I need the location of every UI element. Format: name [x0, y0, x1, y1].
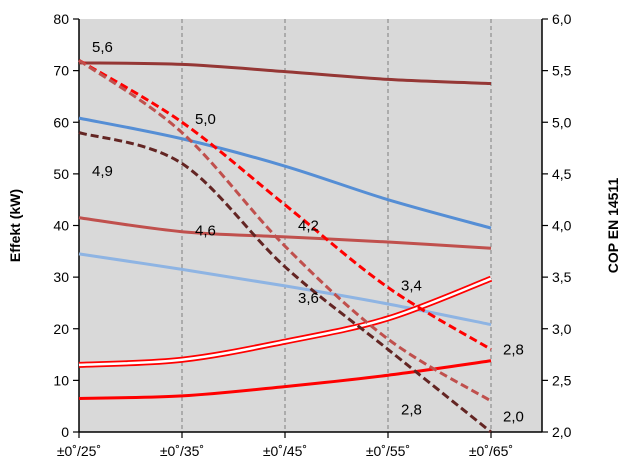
data-label: 5,0: [195, 111, 216, 128]
x-tick-label: ±0˚/25˚: [57, 443, 101, 459]
y2-axis-title: COP EN 14511: [605, 178, 621, 274]
x-tick-label: ±0˚/55˚: [366, 443, 410, 459]
x-tick-label: ±0˚/35˚: [160, 443, 204, 459]
series-line-1: [78, 116, 492, 230]
series-line-8: [78, 131, 492, 434]
y-tick-label: 60: [53, 114, 69, 130]
data-label: 3,6: [298, 290, 319, 307]
y2-tick-label: 2,5: [552, 372, 572, 388]
y-tick-label: 20: [53, 321, 69, 337]
y2-tick-label: 6,0: [552, 11, 572, 27]
y-tick-label: 50: [53, 166, 69, 182]
data-label: 2,8: [503, 341, 524, 358]
y2-tick-label: 5,0: [552, 114, 572, 130]
y-tick-label: 10: [53, 372, 69, 388]
series-line-7: [78, 59, 492, 403]
data-label: 2,0: [503, 409, 524, 426]
series-line-4-inner: [78, 277, 492, 367]
y-tick-label: 80: [53, 11, 69, 27]
y-tick-label: 30: [53, 269, 69, 285]
data-label: 3,4: [401, 277, 422, 294]
series-line-2: [78, 216, 492, 250]
data-label: 4,9: [92, 163, 113, 180]
series-line-0: [78, 61, 492, 86]
y-tick-label: 70: [53, 63, 69, 79]
data-label: 4,6: [195, 223, 216, 240]
y2-tick-label: 5,5: [552, 63, 572, 79]
y2-tick-label: 2,0: [552, 424, 572, 440]
y2-tick-label: 4,5: [552, 166, 572, 182]
y-tick-label: 0: [61, 424, 69, 440]
x-tick-label: ±0˚/65˚: [469, 443, 513, 459]
y2-tick-label: 3,0: [552, 321, 572, 337]
y-tick-label: 40: [53, 218, 69, 234]
y2-tick-label: 4,0: [552, 218, 572, 234]
y-axis-title: Effekt (kW): [7, 189, 23, 262]
data-label: 2,8: [401, 401, 422, 418]
series-line-5: [78, 359, 492, 400]
data-label: 4,2: [298, 218, 319, 235]
data-label: 5,6: [92, 39, 113, 56]
y2-tick-label: 3,5: [552, 269, 572, 285]
x-tick-label: ±0˚/45˚: [263, 443, 307, 459]
series-line-6: [78, 59, 492, 351]
